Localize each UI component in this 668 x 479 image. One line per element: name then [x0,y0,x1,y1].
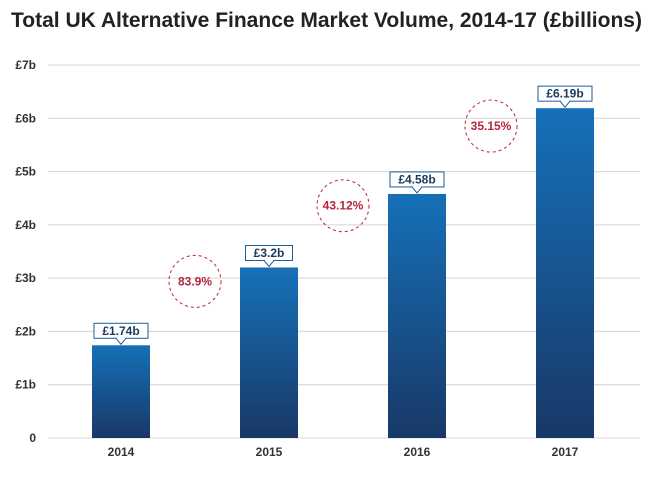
bar [240,267,298,438]
bar [92,345,150,438]
y-tick-label: £1b [15,378,36,392]
growth-label: 43.12% [323,199,364,213]
growth-label: 83.9% [178,274,212,288]
data-label-pointer [263,260,275,268]
growth-circle [464,99,518,153]
data-label-pointer [115,337,127,346]
y-tick-label: 0 [29,431,36,445]
y-tick-label: £6b [15,111,36,125]
bar [388,193,446,438]
y-tick-label: £7b [15,58,36,72]
data-label: £3.2b [254,246,285,260]
growth-circle [168,254,222,308]
y-tick-label: £4b [15,218,36,232]
data-label-pointer [411,186,423,194]
data-label-pointer [559,100,571,108]
bar [536,108,594,438]
data-label: £6.19b [546,87,583,101]
growth-circle [316,179,370,233]
x-tick-label: 2015 [256,445,283,459]
y-tick-label: £3b [15,271,36,285]
growth-label: 35.15% [471,119,512,133]
data-label: £1.74b [102,324,139,338]
x-tick-label: 2016 [404,445,431,459]
x-tick-label: 2014 [108,445,135,459]
y-tick-label: £5b [15,165,36,179]
data-label: £4.58b [398,172,435,186]
x-tick-label: 2017 [552,445,579,459]
y-tick-label: £2b [15,324,36,338]
chart-title: Total UK Alternative Finance Market Volu… [11,9,642,32]
